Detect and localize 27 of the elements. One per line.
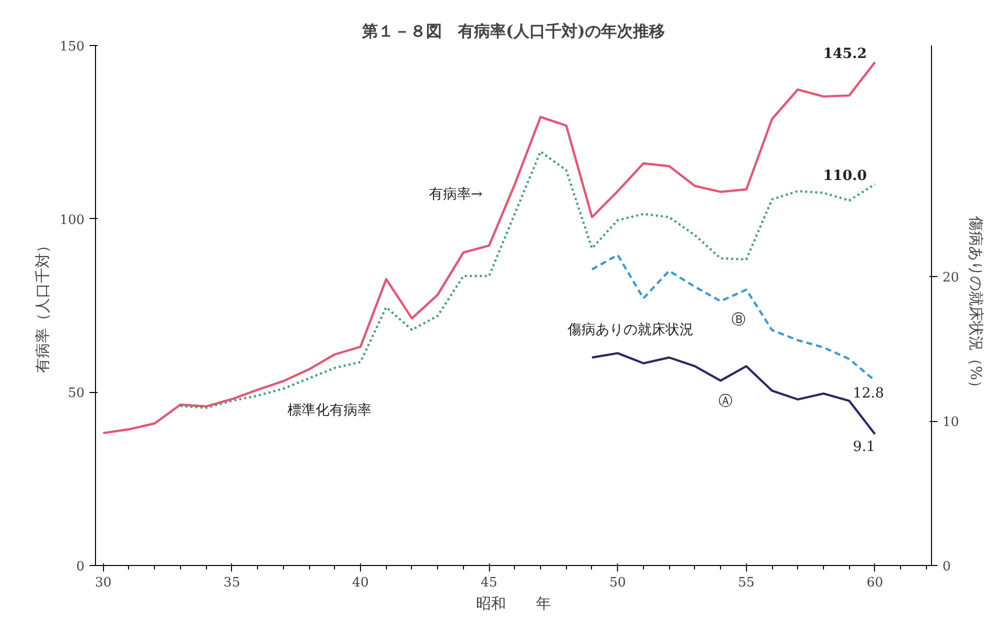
y-tick-label: 150 bbox=[60, 40, 85, 54]
y2-tick-label: 20 bbox=[942, 270, 960, 286]
y-axis-title: 有病率（人口千対） bbox=[34, 238, 52, 373]
data-label: 9.1 bbox=[852, 439, 876, 456]
y-tick-label: 100 bbox=[60, 212, 85, 228]
annotation: 標準化有病率 bbox=[288, 402, 372, 419]
annotation: Ⓐ bbox=[718, 394, 733, 410]
x-tick-label: 50 bbox=[609, 576, 626, 590]
x-tick-label: 45 bbox=[480, 576, 498, 590]
chart-title: 第１－８図 有病率(人口千対)の年次推移 bbox=[360, 22, 666, 40]
x-tick-label: 35 bbox=[224, 576, 240, 590]
annotation: 有病率→ bbox=[428, 186, 483, 203]
annotation: 傷病ありの就床状況 bbox=[566, 322, 694, 338]
data-label: 110.0 bbox=[823, 168, 868, 184]
data-label: 145.2 bbox=[823, 46, 867, 62]
x-tick-label: 60 bbox=[866, 576, 884, 590]
y2-tick-label: 0 bbox=[942, 560, 951, 574]
y2-axis-title: 傷病ありの就床状況（%） bbox=[967, 214, 986, 396]
x-tick-label: 40 bbox=[352, 576, 369, 590]
y-tick-label: 0 bbox=[76, 560, 85, 574]
x-tick-label: 30 bbox=[94, 576, 112, 590]
x-tick-label: 55 bbox=[738, 576, 755, 590]
x-axis-title: 昭和 年 bbox=[476, 594, 551, 612]
annotation: Ⓑ bbox=[732, 312, 746, 328]
y2-tick-label: 10 bbox=[942, 415, 960, 430]
y-tick-label: 50 bbox=[68, 386, 85, 402]
data-label: 12.8 bbox=[852, 386, 884, 402]
